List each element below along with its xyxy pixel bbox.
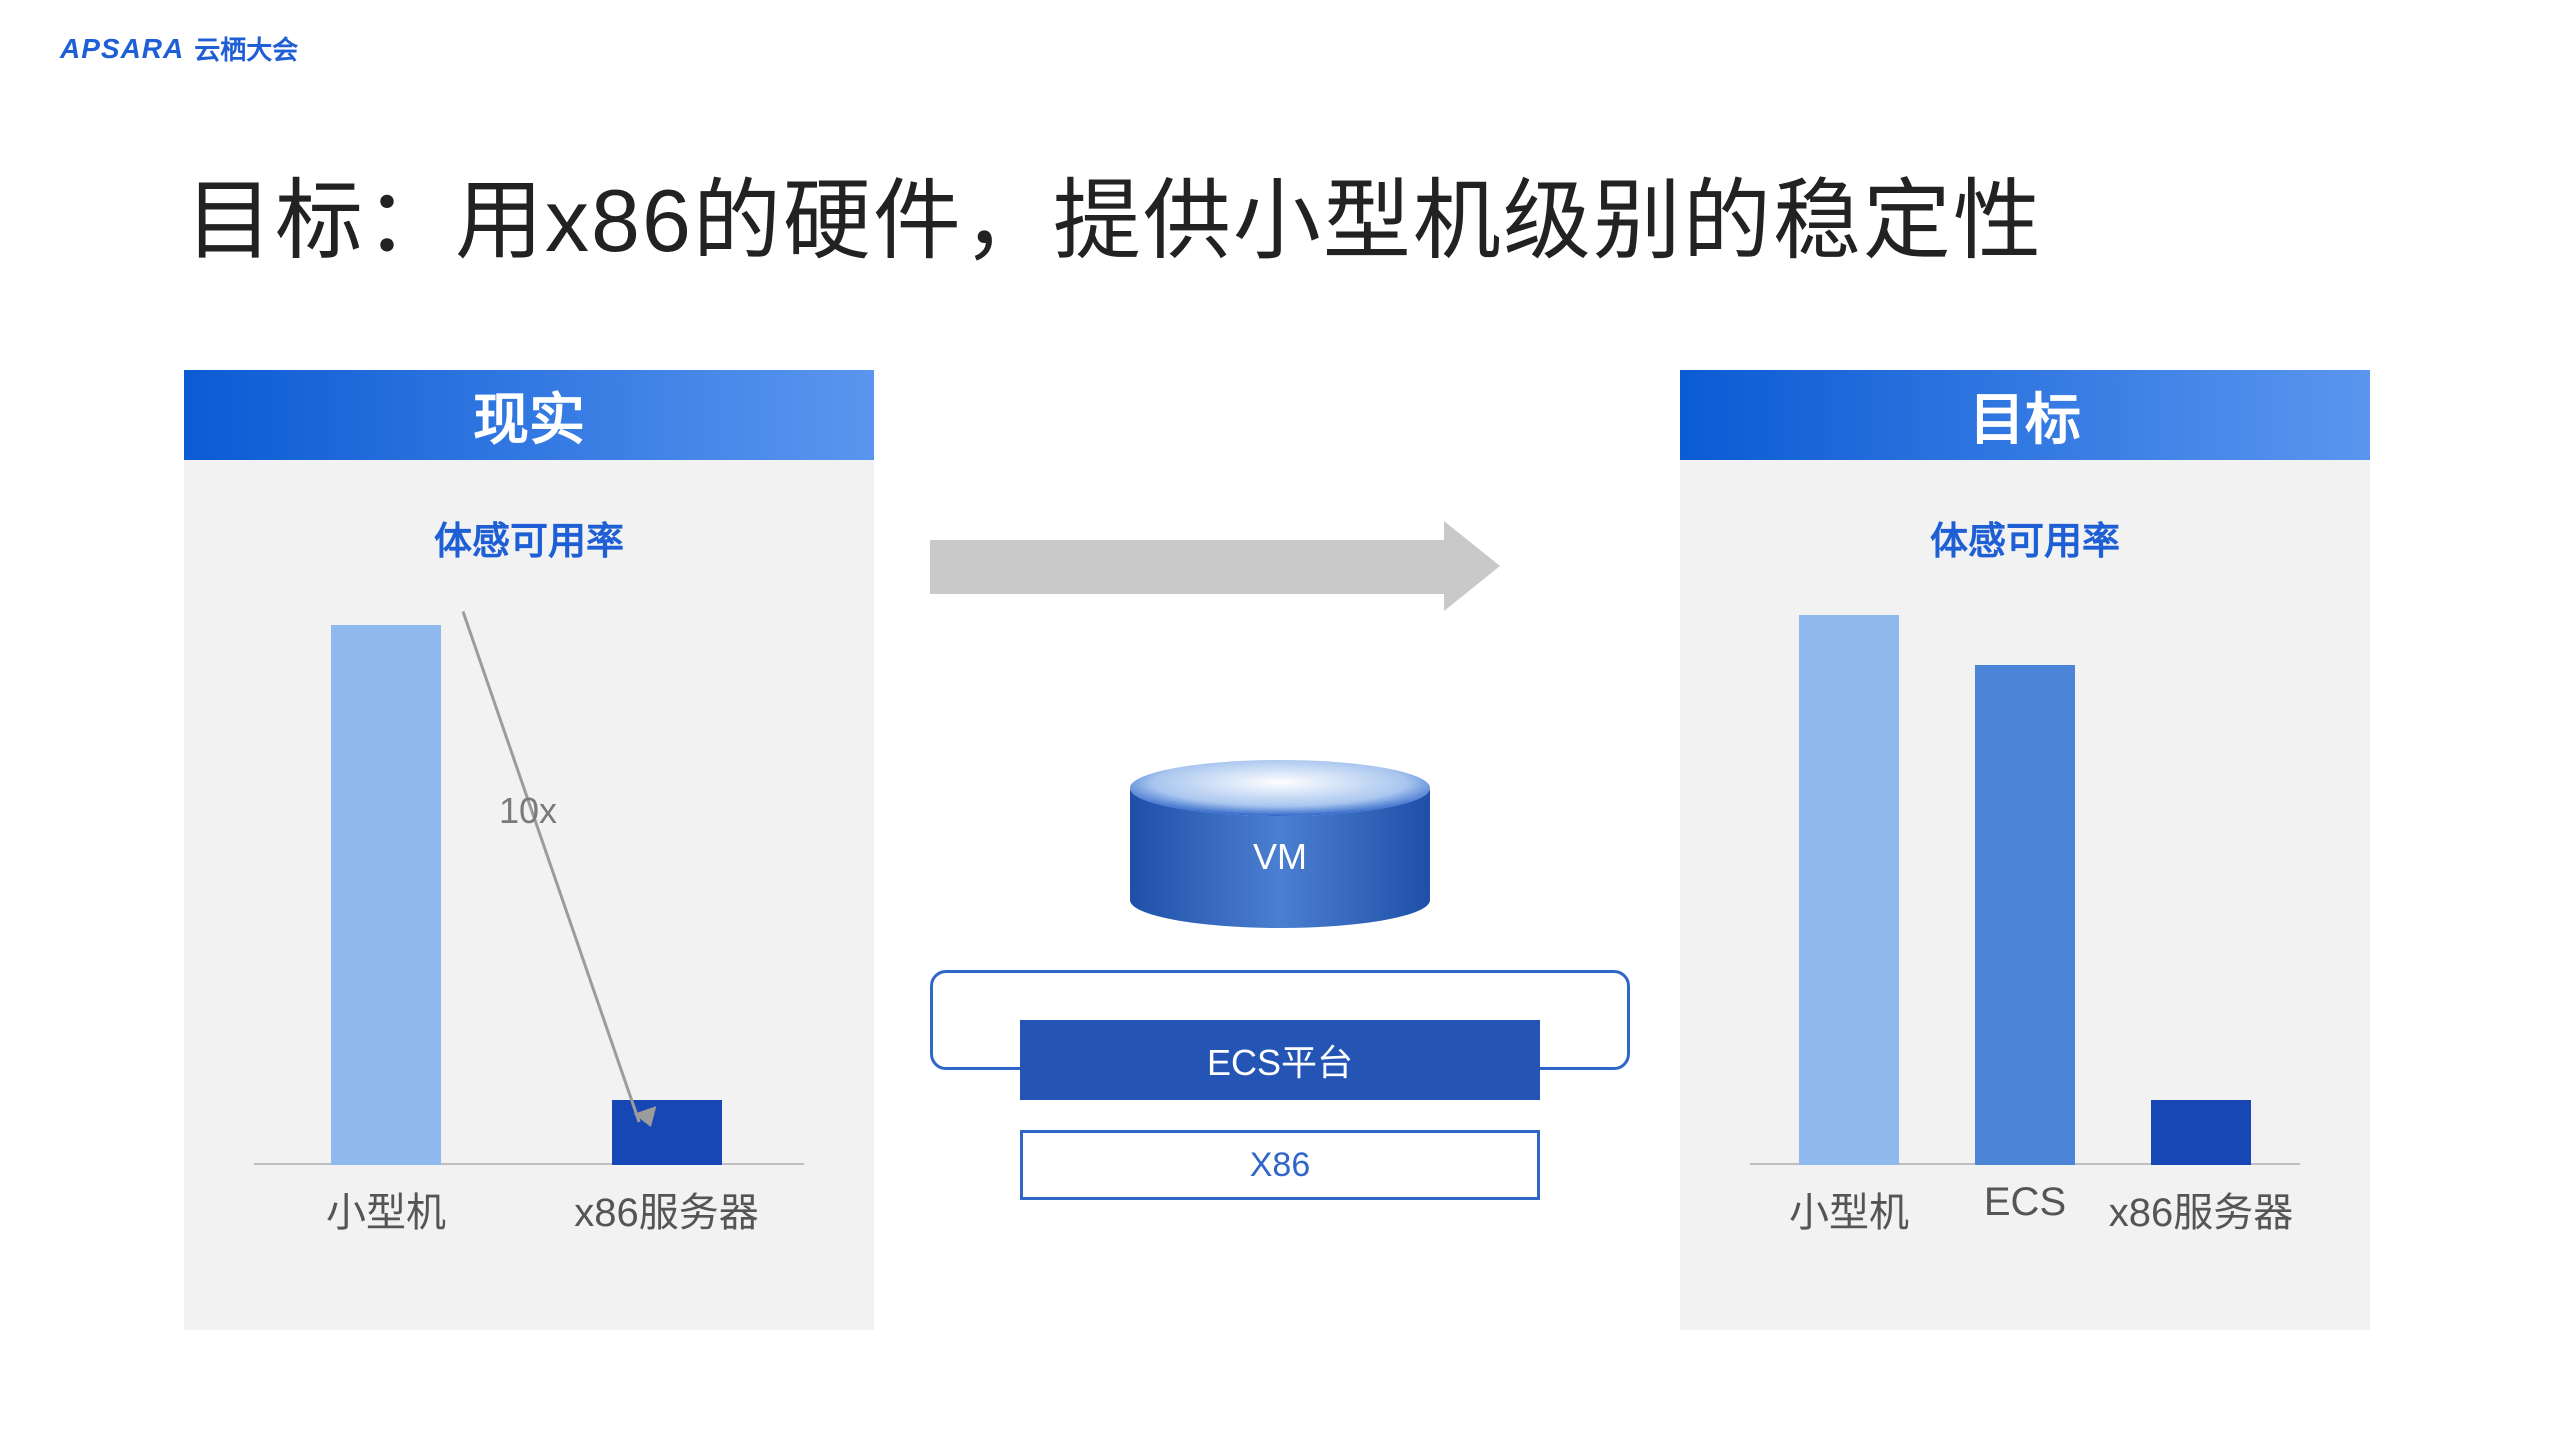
page-title: 目标：用x86的硬件，提供小型机级别的稳定性	[185, 150, 2460, 277]
x86-block: X86	[1020, 1130, 1540, 1200]
bar	[612, 1100, 722, 1165]
panel-goal-header: 目标	[1680, 370, 2370, 460]
panel-goal: 目标 体感可用率 小型机ECSx86服务器	[1680, 370, 2370, 1330]
annotation-text: 10x	[499, 790, 557, 832]
arrow-head	[1444, 521, 1500, 611]
ecs-platform-block: ECS平台	[1020, 1020, 1540, 1100]
panel-reality-header: 现实	[184, 370, 874, 460]
bar	[331, 625, 441, 1165]
arrow-body	[930, 540, 1444, 594]
transition-arrow-icon	[930, 540, 1500, 594]
annotation-line	[462, 611, 641, 1122]
panel-reality-subtitle: 体感可用率	[184, 510, 874, 565]
bar-label: x86服务器	[2071, 1180, 2331, 1238]
architecture-stack: VM ECS平台 X86	[930, 760, 1630, 1260]
panel-reality-body: 体感可用率 小型机x86服务器10x	[184, 460, 874, 1330]
vm-cylinder-icon: VM	[1130, 760, 1430, 940]
panel-goal-subtitle: 体感可用率	[1680, 510, 2370, 565]
bar	[1799, 615, 1899, 1165]
chart-goal: 小型机ECSx86服务器	[1750, 590, 2300, 1165]
logo-text: 云栖大会	[194, 30, 298, 67]
panel-goal-body: 体感可用率 小型机ECSx86服务器	[1680, 460, 2370, 1330]
bar-label: 小型机	[256, 1180, 516, 1238]
panel-reality: 现实 体感可用率 小型机x86服务器10x	[184, 370, 874, 1330]
svg-text:VM: VM	[1253, 836, 1307, 877]
bar	[2151, 1100, 2251, 1165]
chart-reality: 小型机x86服务器10x	[254, 590, 804, 1165]
brand-logo: APSARA 云栖大会	[60, 30, 298, 67]
bar	[1975, 665, 2075, 1165]
bar-label: x86服务器	[537, 1180, 797, 1238]
logo-mark: APSARA	[60, 33, 184, 65]
